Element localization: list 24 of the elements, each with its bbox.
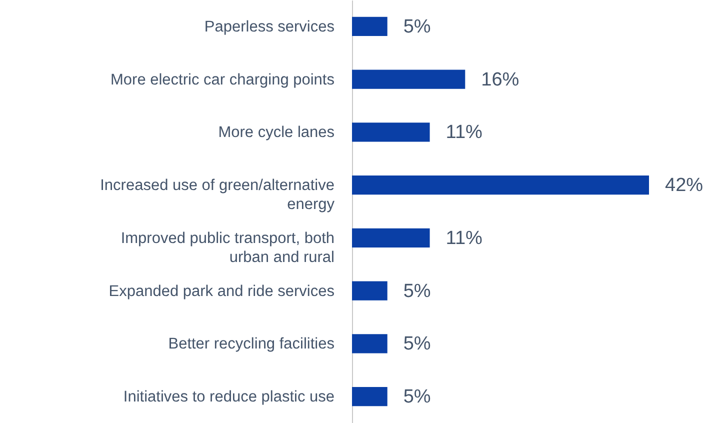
data-label: 5%	[403, 280, 431, 302]
bar	[352, 228, 430, 248]
y-tick-label: Paperless services	[204, 18, 335, 36]
data-label: 42%	[665, 175, 704, 196]
data-label: 5%	[403, 16, 431, 38]
y-tick-label: More cycle lanes	[218, 124, 335, 142]
y-tick-label: More electric car charging points	[110, 71, 335, 88]
bar	[352, 122, 430, 142]
y-tick-label: Improved public transport, both urban and rural	[120, 230, 334, 266]
y-tick-label: Expanded park and ride services	[108, 282, 335, 300]
data-label: 16%	[481, 69, 520, 90]
y-tick-label: Increased use of green/alternative energy	[100, 177, 335, 214]
data-label: 5%	[403, 386, 431, 408]
bar	[352, 176, 649, 195]
bar	[352, 70, 466, 89]
y-tick-label: Initiatives to reduce plastic use	[123, 388, 334, 406]
bar	[352, 387, 388, 406]
bar	[352, 281, 388, 300]
y-tick-label: Better recycling facilities	[168, 336, 335, 353]
data-label: 5%	[403, 334, 431, 355]
data-label: 11%	[446, 228, 483, 249]
bar	[352, 334, 388, 354]
bar	[352, 16, 388, 36]
data-label: 11%	[446, 122, 483, 144]
